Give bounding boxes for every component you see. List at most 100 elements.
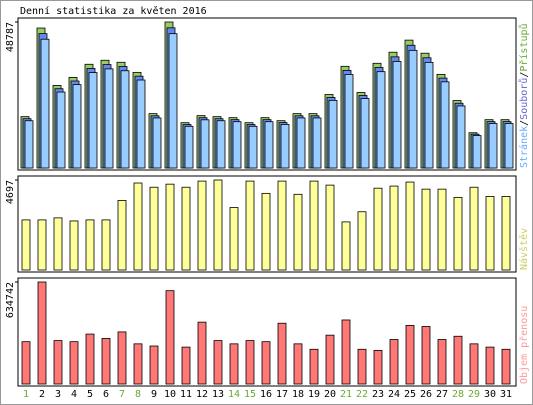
bar xyxy=(325,184,335,271)
bar xyxy=(85,219,95,271)
bar xyxy=(389,339,399,385)
x-tick-label: 23 xyxy=(372,389,384,400)
bar xyxy=(344,74,354,169)
bar xyxy=(376,71,386,169)
bar xyxy=(341,221,351,271)
bar xyxy=(440,81,450,169)
x-tick-label: 21 xyxy=(340,389,352,400)
bar xyxy=(357,348,367,385)
x-tick-label: 10 xyxy=(164,389,176,400)
bar xyxy=(437,339,447,385)
x-tick-label: 4 xyxy=(71,389,77,400)
legend-separator: / xyxy=(519,72,530,78)
bar xyxy=(120,70,130,169)
bar xyxy=(40,38,50,169)
bar xyxy=(312,117,322,169)
bar xyxy=(184,125,194,169)
x-tick-label: 8 xyxy=(135,389,141,400)
bar xyxy=(133,343,143,385)
x-tick-label: 28 xyxy=(452,389,464,400)
bar xyxy=(21,219,31,271)
bar xyxy=(72,84,82,169)
legend: Návštěv xyxy=(518,228,530,270)
legend-separator: / xyxy=(519,120,530,126)
bar xyxy=(101,219,111,271)
bar xyxy=(469,343,479,385)
x-tick-label: 19 xyxy=(308,389,320,400)
legend-entry: Souborů xyxy=(518,78,530,120)
bar xyxy=(37,219,47,271)
bar xyxy=(197,321,207,385)
legend-entry: Stránek xyxy=(518,126,530,168)
bar xyxy=(293,343,303,385)
bar xyxy=(277,180,287,271)
bar xyxy=(69,341,79,385)
bar xyxy=(421,326,431,385)
bar xyxy=(437,188,447,271)
bar xyxy=(245,340,255,385)
bar xyxy=(293,193,303,271)
y-tick-label: 4697 xyxy=(5,180,16,204)
x-tick-label: 20 xyxy=(324,389,336,400)
bar xyxy=(229,207,239,271)
bar xyxy=(328,99,338,169)
bar xyxy=(277,322,287,385)
bar xyxy=(165,290,175,385)
bar xyxy=(88,72,98,169)
bar xyxy=(53,217,63,271)
bar xyxy=(264,121,274,169)
bar xyxy=(117,331,127,385)
x-tick-label: 29 xyxy=(468,389,480,400)
legend: Objem přenosu xyxy=(518,306,530,384)
y-tick-label: 634742 xyxy=(5,282,16,318)
bar xyxy=(453,196,463,271)
x-tick-label: 27 xyxy=(436,389,448,400)
bar xyxy=(389,185,399,271)
bar xyxy=(248,125,258,169)
x-tick-label: 26 xyxy=(420,389,432,400)
bar xyxy=(104,68,114,169)
legend-entry: Přístupů xyxy=(518,23,530,71)
bar xyxy=(197,180,207,271)
x-tick-label: 30 xyxy=(484,389,496,400)
bar xyxy=(280,124,290,169)
bar xyxy=(392,61,402,169)
legend-entry: Návštěv xyxy=(518,228,530,270)
bar xyxy=(85,333,95,385)
bar xyxy=(485,346,495,385)
bar xyxy=(504,123,514,169)
bar xyxy=(181,346,191,385)
bar xyxy=(165,183,175,271)
x-tick-label: 1 xyxy=(23,389,29,400)
bar xyxy=(117,200,127,271)
legend-entry: Objem přenosu xyxy=(518,306,530,384)
bar xyxy=(485,196,495,271)
x-tick-label: 13 xyxy=(212,389,224,400)
bar xyxy=(405,181,415,271)
bar xyxy=(453,335,463,385)
bar xyxy=(101,338,111,385)
x-tick-label: 25 xyxy=(404,389,416,400)
panel xyxy=(17,175,517,273)
panel xyxy=(17,17,517,171)
x-tick-label: 3 xyxy=(55,389,61,400)
bar xyxy=(325,334,335,385)
bar xyxy=(469,186,479,271)
bar xyxy=(213,340,223,385)
bar xyxy=(21,341,31,385)
bar xyxy=(213,179,223,271)
x-tick-label: 9 xyxy=(151,389,157,400)
bar xyxy=(309,180,319,271)
bar xyxy=(181,186,191,271)
x-tick-label: 22 xyxy=(356,389,368,400)
x-tick-label: 15 xyxy=(244,389,256,400)
bar xyxy=(405,324,415,385)
bar xyxy=(309,348,319,385)
panel xyxy=(17,277,517,387)
x-tick-label: 24 xyxy=(388,389,400,400)
bar xyxy=(149,186,159,271)
x-tick-label: 5 xyxy=(87,389,93,400)
bar xyxy=(53,340,63,385)
bar xyxy=(37,281,47,385)
